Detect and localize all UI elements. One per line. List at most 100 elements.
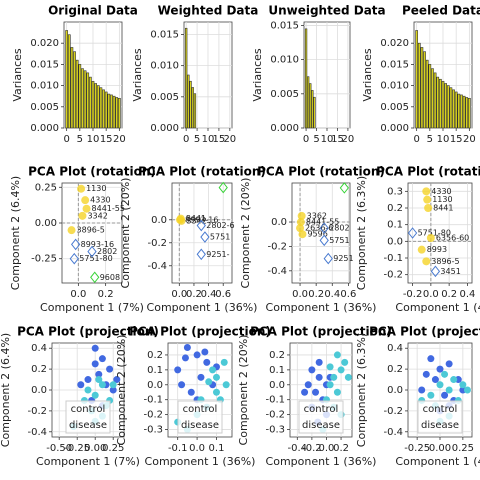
y-tick-label: 0.005 bbox=[30, 102, 59, 113]
y-tick-label: 0.020 bbox=[30, 38, 59, 49]
point-label: 5751 bbox=[210, 233, 230, 242]
y-tick-label: 0.1 bbox=[269, 365, 285, 376]
y-axis-label: Variances bbox=[361, 48, 374, 102]
point bbox=[77, 381, 85, 389]
bar bbox=[86, 72, 90, 129]
bar bbox=[304, 28, 308, 129]
x-tick-label: 20 bbox=[342, 134, 355, 145]
legend bbox=[298, 400, 344, 434]
y-axis-label: Component 2 (20%) bbox=[237, 335, 250, 446]
y-tick-label: 0.2 bbox=[269, 350, 285, 361]
point bbox=[450, 376, 458, 384]
bar bbox=[423, 51, 426, 129]
panel-title: PCA Plot (rotation) bbox=[138, 165, 266, 179]
bar bbox=[460, 94, 463, 129]
y-tick-label: 0.010 bbox=[30, 81, 59, 92]
legend-label: control bbox=[71, 404, 106, 415]
x-tick-label: 15 bbox=[100, 134, 113, 145]
bar bbox=[78, 64, 82, 129]
x-tick-label: 0.6 bbox=[340, 289, 356, 300]
point bbox=[91, 344, 99, 352]
point bbox=[212, 388, 220, 396]
x-tick-label: 0.2 bbox=[308, 289, 324, 300]
x-tick-label: 10 bbox=[437, 134, 450, 145]
panel-title: PCA Plot (projection) bbox=[17, 325, 159, 339]
point-label: 8993-16 bbox=[185, 215, 218, 224]
point bbox=[422, 187, 431, 196]
point bbox=[463, 386, 471, 394]
bar bbox=[468, 98, 471, 129]
bar bbox=[191, 87, 194, 129]
point bbox=[344, 373, 352, 381]
bar bbox=[118, 98, 121, 129]
x-tick-label: 0 bbox=[303, 134, 309, 145]
y-tick-label: 0.000 bbox=[270, 123, 299, 134]
point bbox=[430, 265, 441, 278]
x-tick-label: 5 bbox=[427, 134, 433, 145]
x-tick-label: 5 bbox=[77, 134, 83, 145]
y-tick-label: 0.015 bbox=[380, 59, 409, 70]
y-tick-label: -0.4 bbox=[147, 261, 167, 272]
point bbox=[326, 363, 334, 371]
point bbox=[205, 378, 213, 386]
x-tick-label: 0 bbox=[413, 134, 419, 145]
x-tick-label: 20 bbox=[223, 134, 236, 145]
bar bbox=[73, 51, 76, 129]
bar bbox=[112, 95, 116, 129]
y-tick-label: 0.0 bbox=[151, 215, 167, 226]
point bbox=[78, 211, 87, 220]
y-tick-label: 0.000 bbox=[150, 123, 179, 134]
panel-title: PCA Plot (rotation) bbox=[376, 165, 480, 179]
x-tick-label: 0.0 bbox=[171, 289, 187, 300]
point bbox=[218, 181, 228, 194]
x-tick-label: 0.25 bbox=[102, 443, 124, 454]
y-tick-label: 0.000 bbox=[380, 123, 409, 134]
bar bbox=[91, 81, 95, 129]
point bbox=[323, 252, 333, 265]
y-tick-label: 0.4 bbox=[31, 343, 47, 354]
point bbox=[209, 366, 217, 374]
x-axis-label: Component 1 (36%) bbox=[266, 455, 377, 468]
x-tick-label: -0.4 bbox=[288, 443, 308, 454]
y-tick-label: 0.0 bbox=[271, 217, 287, 228]
point bbox=[95, 370, 103, 378]
bar bbox=[444, 83, 447, 129]
y-tick-label: 0.000 bbox=[30, 123, 59, 134]
bar bbox=[107, 93, 111, 129]
bar bbox=[102, 89, 105, 129]
bar bbox=[465, 97, 469, 129]
bar bbox=[193, 93, 197, 129]
point bbox=[197, 373, 205, 381]
legend-label: control bbox=[183, 404, 218, 415]
x-tick-label: 0.25 bbox=[452, 443, 474, 454]
bar bbox=[446, 85, 450, 129]
y-tick-label: 0.015 bbox=[270, 20, 299, 31]
x-tick-label: -0.2 bbox=[403, 289, 423, 300]
point bbox=[431, 376, 439, 384]
point bbox=[339, 182, 350, 194]
bar bbox=[94, 83, 97, 129]
legend-label: disease bbox=[181, 420, 219, 431]
x-tick-label: -0.2 bbox=[302, 443, 322, 454]
point bbox=[333, 388, 341, 396]
x-tick-label: -0.25 bbox=[64, 443, 90, 454]
y-axis-label: Component 2 (6.3%) bbox=[355, 333, 368, 447]
x-tick-label: 0.0 bbox=[70, 289, 86, 300]
point bbox=[459, 381, 467, 389]
point bbox=[212, 373, 220, 381]
point-label: 2802 bbox=[97, 247, 117, 256]
x-tick-label: 0.0 bbox=[319, 443, 335, 454]
y-tick-label: -0.1 bbox=[383, 253, 403, 264]
x-tick-label: 0 bbox=[63, 134, 69, 145]
x-tick-label: -0.25 bbox=[404, 443, 430, 454]
point-label: 3451 bbox=[440, 267, 460, 276]
y-axis-label: Component 2 (20%) bbox=[119, 178, 132, 289]
bar bbox=[457, 93, 461, 129]
point bbox=[417, 245, 426, 254]
x-tick-label: -0.50 bbox=[46, 443, 72, 454]
y-axis-label: Component 2 (20%) bbox=[115, 335, 128, 446]
point bbox=[312, 388, 320, 396]
legend bbox=[177, 400, 223, 434]
bar bbox=[431, 68, 434, 129]
y-axis-label: Variances bbox=[11, 48, 24, 102]
